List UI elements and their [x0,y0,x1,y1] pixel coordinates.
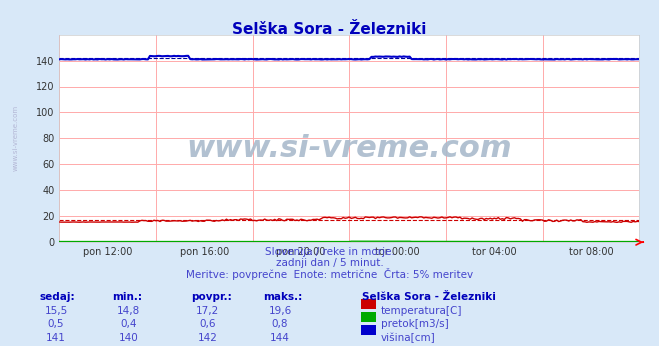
Text: temperatura[C]: temperatura[C] [381,306,463,316]
Text: višina[cm]: višina[cm] [381,333,436,343]
Text: 140: 140 [119,333,138,343]
Text: www.si-vreme.com: www.si-vreme.com [13,105,19,172]
Text: 14,8: 14,8 [117,306,140,316]
Text: 142: 142 [198,333,217,343]
Text: Slovenija / reke in morje.: Slovenija / reke in morje. [264,247,395,257]
Text: sedaj:: sedaj: [40,292,75,302]
Text: www.si-vreme.com: www.si-vreme.com [186,134,512,163]
Text: Meritve: povprečne  Enote: metrične  Črta: 5% meritev: Meritve: povprečne Enote: metrične Črta:… [186,268,473,280]
Text: pretok[m3/s]: pretok[m3/s] [381,319,449,329]
Text: min.:: min.: [112,292,142,302]
Text: zadnji dan / 5 minut.: zadnji dan / 5 minut. [275,258,384,268]
Text: 144: 144 [270,333,290,343]
Text: 141: 141 [46,333,66,343]
Text: 0,5: 0,5 [47,319,65,329]
Text: Selška Sora - Železniki: Selška Sora - Železniki [233,22,426,37]
Text: 0,6: 0,6 [199,319,216,329]
Text: 0,8: 0,8 [272,319,289,329]
Text: 17,2: 17,2 [196,306,219,316]
Text: 15,5: 15,5 [44,306,68,316]
Text: maks.:: maks.: [264,292,303,302]
Text: povpr.:: povpr.: [191,292,232,302]
Text: Selška Sora - Železniki: Selška Sora - Železniki [362,292,496,302]
Text: 19,6: 19,6 [268,306,292,316]
Text: 0,4: 0,4 [120,319,137,329]
